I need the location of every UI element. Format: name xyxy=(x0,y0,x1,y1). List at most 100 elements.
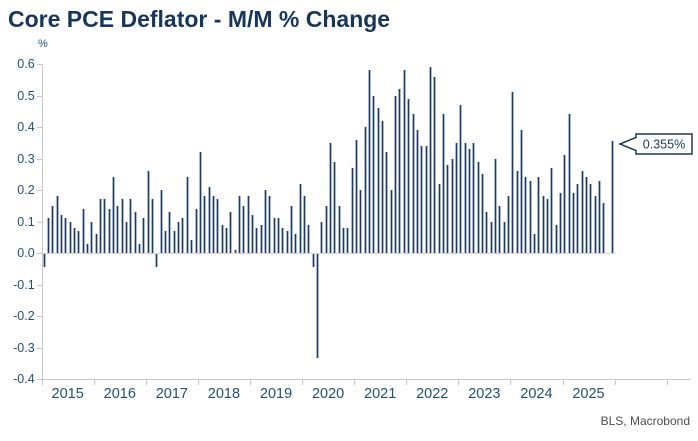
bar xyxy=(129,199,133,253)
bar xyxy=(454,142,458,253)
y-axis-tick xyxy=(36,316,42,317)
bar xyxy=(164,230,168,253)
bar xyxy=(420,145,424,253)
y-axis-tick-label: 0.5 xyxy=(17,88,35,103)
x-axis-year-label: 2019 xyxy=(259,386,293,402)
bar xyxy=(211,196,215,253)
bar xyxy=(181,218,185,253)
bar xyxy=(489,221,493,253)
bar xyxy=(467,149,471,253)
bar xyxy=(316,254,320,358)
bar xyxy=(281,227,285,253)
x-axis-tick xyxy=(562,380,564,385)
y-axis-tick-label: 0.0 xyxy=(17,246,35,260)
bar xyxy=(103,199,107,253)
bar xyxy=(598,180,602,253)
y-axis-tick-label: -0.3 xyxy=(13,340,35,355)
bar xyxy=(411,114,415,253)
bar xyxy=(159,190,163,253)
bar xyxy=(333,161,337,253)
bar xyxy=(59,215,63,253)
bar xyxy=(311,254,315,267)
x-axis-year-label: 2025 xyxy=(572,386,605,402)
bar xyxy=(116,205,120,253)
bar xyxy=(511,92,515,253)
bar xyxy=(546,199,550,253)
bar xyxy=(498,205,502,253)
bar xyxy=(372,95,376,253)
bar xyxy=(524,177,528,253)
chart-title: Core PCE Deflator - M/M % Change xyxy=(8,6,391,32)
bar xyxy=(237,196,241,253)
bar xyxy=(493,158,497,253)
bar xyxy=(285,230,289,253)
bar xyxy=(407,98,411,253)
y-axis-tick xyxy=(36,95,42,97)
bar xyxy=(520,130,523,253)
bar xyxy=(94,234,98,253)
bar xyxy=(177,221,181,253)
bar xyxy=(229,212,233,253)
bar xyxy=(381,120,385,253)
bar xyxy=(233,249,237,253)
bar xyxy=(125,221,129,253)
y-axis-tick-label: 0.6 xyxy=(17,57,35,71)
y-axis-tick xyxy=(36,127,42,128)
bar xyxy=(224,227,228,253)
bar xyxy=(294,234,298,253)
x-axis-year-label: 2024 xyxy=(520,386,553,402)
bar xyxy=(533,234,537,253)
bar xyxy=(446,164,450,253)
bar xyxy=(402,70,406,253)
bar xyxy=(242,205,246,253)
bar xyxy=(51,205,55,253)
bar xyxy=(585,177,589,253)
bar xyxy=(359,190,363,253)
bar xyxy=(485,212,489,253)
y-axis-line xyxy=(41,64,43,379)
bar xyxy=(220,224,224,253)
bar xyxy=(55,196,59,253)
bar xyxy=(559,193,563,253)
bar xyxy=(155,254,159,267)
bar xyxy=(589,183,593,253)
y-axis-tick-label: -0.1 xyxy=(13,277,35,292)
bar xyxy=(303,196,306,253)
bar xyxy=(64,218,68,253)
bar xyxy=(329,142,333,253)
bar xyxy=(42,254,46,267)
bar xyxy=(86,243,89,253)
bar xyxy=(433,76,437,253)
bar xyxy=(437,183,441,253)
callout-arrow-box xyxy=(618,133,693,155)
bar xyxy=(324,205,328,253)
bar xyxy=(472,142,476,253)
bar xyxy=(207,186,211,253)
bar xyxy=(515,171,519,253)
bar xyxy=(537,177,541,253)
x-axis-year-label: 2016 xyxy=(103,386,136,402)
bar xyxy=(133,212,137,253)
bar xyxy=(593,196,597,253)
x-axis-tick xyxy=(145,380,147,385)
bar xyxy=(463,142,467,253)
y-axis-tick-label: -0.4 xyxy=(13,372,35,386)
bar xyxy=(337,205,341,253)
y-axis-tick xyxy=(36,221,42,223)
bar xyxy=(259,224,263,253)
x-axis-year-label: 2015 xyxy=(51,386,84,402)
bar xyxy=(320,221,324,253)
bar xyxy=(563,155,567,253)
bar xyxy=(268,196,272,253)
callout-value: 0.355% xyxy=(643,138,685,152)
bar xyxy=(394,95,398,253)
bar xyxy=(263,190,267,253)
bar xyxy=(112,177,116,253)
bar xyxy=(428,67,432,253)
y-axis-tick xyxy=(36,253,42,254)
x-axis-tick xyxy=(406,380,408,385)
x-axis-tick xyxy=(458,380,460,385)
bar xyxy=(611,141,615,253)
bar xyxy=(168,212,172,253)
bar xyxy=(289,205,293,253)
